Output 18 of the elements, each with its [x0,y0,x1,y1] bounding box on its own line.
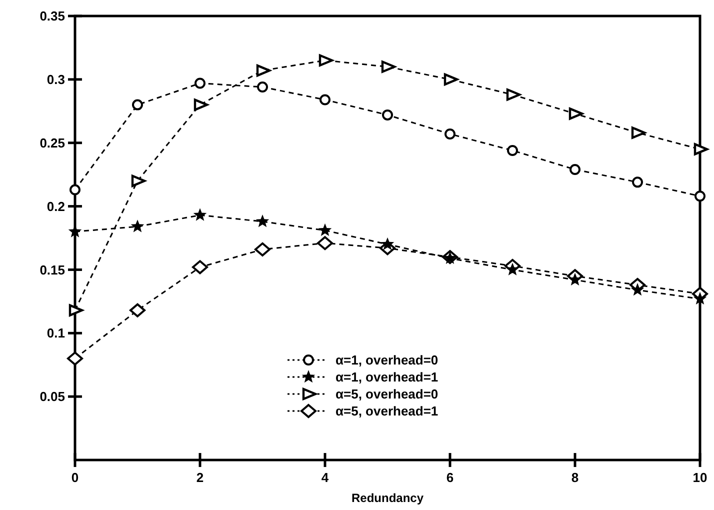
legend-label: α=5, overhead=0 [336,386,438,402]
x-tick-label: 6 [446,470,454,485]
y-tick-label: 0.25 [40,135,65,150]
legend-label: α=1, overhead=1 [336,370,438,385]
y-tick-label: 0.35 [40,8,65,24]
y-tick-label: 0.1 [46,326,65,341]
y-tick-label: 0.3 [46,72,65,87]
x-tick-label: 2 [196,470,204,485]
x-axis-title: Redundancy [351,491,424,505]
x-tick-label: 4 [321,470,330,485]
y-tick-label: 0.05 [40,389,65,404]
legend-label: α=5, overhead=1 [336,404,438,419]
x-tick-label: 0 [71,470,79,485]
x-tick-label: 8 [571,470,579,485]
y-tick-label: 0.15 [40,262,65,278]
y-tick-label: 0.2 [46,198,65,214]
legend-label: α=1, overhead=0 [336,352,438,368]
x-tick-label: 10 [692,470,708,485]
